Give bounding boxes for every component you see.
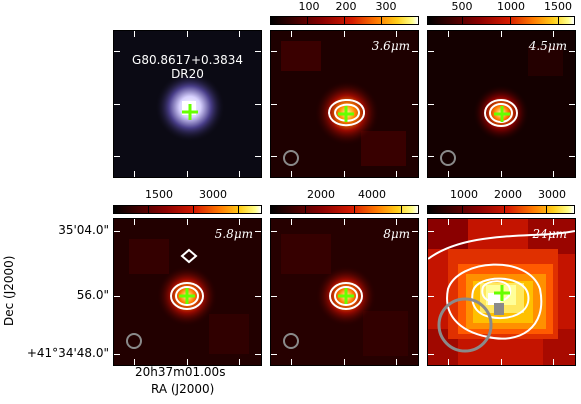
wavelength-label: 8μm — [383, 227, 410, 241]
beam-circle — [283, 333, 299, 349]
dec-tick-label: 35'04.0" — [58, 223, 109, 237]
panel-3.6um: 3.6μm — [270, 30, 419, 178]
colorbar-label: 200 — [335, 0, 357, 13]
colorbar-label: 500 — [451, 0, 473, 13]
colorbar-label: 2000 — [494, 188, 522, 201]
colorbar-label: 100 — [298, 0, 320, 13]
colorbar-label: 3000 — [538, 188, 566, 201]
colorbar-label: 1500 — [544, 0, 572, 13]
wavelength-label: 3.6μm — [371, 39, 410, 53]
beam-circle — [126, 333, 142, 349]
wavelength-label: 4.5μm — [528, 39, 567, 53]
x-axis-title: RA (J2000) — [151, 382, 215, 396]
panel-rgb-composite: G80.8617+0.3834 DR20 — [113, 30, 262, 178]
wavelength-label: 5.8μm — [214, 227, 253, 241]
colorbar-4.5um — [427, 16, 575, 25]
ra-tick-label: 20h37m01.00s — [135, 365, 226, 379]
wavelength-label: 24μm — [532, 227, 567, 241]
image-5.8um — [114, 219, 261, 365]
panel-24um: 24μm — [427, 218, 576, 366]
colorbar-8um — [270, 205, 419, 214]
colorbar-24um — [427, 205, 575, 214]
colorbar-label: 1500 — [145, 188, 173, 201]
colorbar-label: 2000 — [307, 188, 335, 201]
colorbar-label: 3000 — [199, 188, 227, 201]
colorbar-3.6um — [270, 16, 419, 25]
dec-tick-label: 56.0" — [76, 288, 109, 302]
beam-circle — [437, 297, 493, 353]
panel-5.8um: 5.8μm — [113, 218, 262, 366]
colorbar-label: 1000 — [450, 188, 478, 201]
colorbar-label: 4000 — [358, 188, 386, 201]
beam-circle — [440, 150, 456, 166]
beam-circle — [283, 150, 299, 166]
colorbar-5.8um — [113, 205, 262, 214]
image-8um — [271, 219, 418, 365]
image-3.6um — [271, 31, 418, 177]
colorbar-label: 300 — [375, 0, 397, 13]
source-label: DR20 — [171, 67, 204, 81]
source-name: G80.8617+0.3834 — [132, 53, 243, 67]
y-axis-title: Dec (J2000) — [2, 255, 16, 326]
dec-tick-label: +41°34'48.0" — [26, 346, 109, 360]
colorbar-label: 1000 — [497, 0, 525, 13]
panel-4.5um: 4.5μm — [427, 30, 576, 178]
image-24um — [428, 219, 575, 365]
image-4.5um — [428, 31, 575, 177]
panel-8um: 8μm — [270, 218, 419, 366]
